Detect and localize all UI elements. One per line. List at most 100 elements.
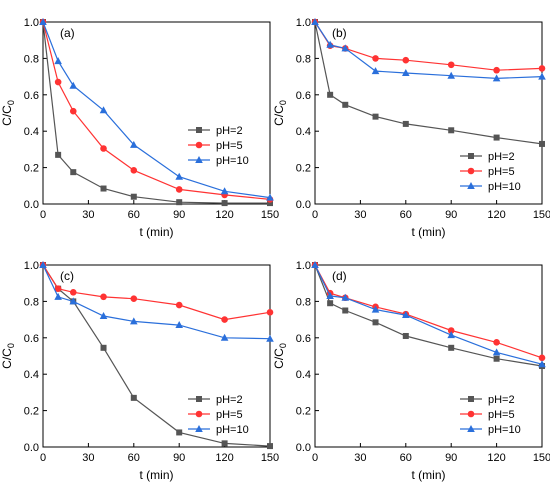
x-tick-label: 0 bbox=[40, 209, 46, 221]
series-pH=2 bbox=[312, 262, 545, 370]
panel-label: (b) bbox=[332, 26, 347, 40]
data-point bbox=[266, 334, 274, 342]
x-tick-label: 90 bbox=[445, 209, 457, 221]
data-point bbox=[221, 440, 228, 447]
data-point bbox=[130, 140, 138, 148]
x-tick-label: 120 bbox=[215, 452, 233, 464]
data-point bbox=[175, 186, 183, 193]
y-tick-label: 0.4 bbox=[296, 369, 311, 381]
y-tick-label: 1.0 bbox=[24, 260, 39, 272]
x-tick-label: 90 bbox=[173, 452, 185, 464]
legend-label: pH=2 bbox=[488, 394, 515, 406]
data-point bbox=[267, 443, 273, 450]
chart-panel-1: 0 30 60 90 120 150 0.0 0.2 0.4 0.6 0.8 1.0 t (min) C/… bbox=[0, 17, 279, 239]
y-axis-title-main: C/C bbox=[272, 105, 286, 126]
y-tick-label: 0.0 bbox=[296, 442, 311, 454]
y-tick-label: 1.0 bbox=[24, 17, 39, 29]
data-point bbox=[100, 344, 107, 351]
data-point bbox=[221, 200, 228, 207]
x-tick-label: 150 bbox=[261, 452, 279, 464]
series-pH=5 bbox=[311, 18, 546, 74]
data-point bbox=[55, 151, 62, 158]
y-tick-label: 0.0 bbox=[24, 199, 39, 211]
data-point bbox=[100, 145, 107, 152]
plot-frame bbox=[42, 21, 271, 205]
series-pH=2 bbox=[312, 19, 545, 147]
x-axis-title: t (min) bbox=[412, 225, 446, 239]
data-point bbox=[326, 40, 334, 48]
legend-entry: pH=5 bbox=[188, 409, 243, 421]
y-tick-label: 0.2 bbox=[24, 163, 39, 175]
data-point bbox=[447, 327, 455, 334]
y-axis-title: C/C0 bbox=[272, 100, 288, 126]
chart-panel-4: 0 30 60 90 120 150 0.0 0.2 0.4 0.6 0.8 1.0 t (min) C/… bbox=[272, 260, 550, 482]
data-point bbox=[493, 66, 500, 74]
legend-entry: pH=2 bbox=[460, 151, 515, 163]
data-point bbox=[99, 106, 108, 114]
legend-marker bbox=[195, 156, 203, 163]
data-point bbox=[402, 311, 410, 319]
legend-entry: pH=10 bbox=[188, 155, 249, 167]
legend-marker bbox=[467, 182, 475, 189]
legend-marker bbox=[468, 396, 474, 402]
x-tick-label: 0 bbox=[312, 209, 318, 221]
legend-label: pH=5 bbox=[216, 140, 243, 152]
data-point bbox=[39, 18, 47, 25]
data-point bbox=[69, 107, 77, 115]
x-tick-label: 60 bbox=[400, 452, 412, 464]
legend-label: pH=2 bbox=[488, 151, 515, 163]
x-tick-label: 60 bbox=[128, 209, 140, 221]
y-tick-label: 0.8 bbox=[24, 296, 39, 308]
y-tick-label: 1.0 bbox=[296, 17, 311, 29]
x-axis-title: t (min) bbox=[140, 225, 174, 239]
data-point bbox=[175, 301, 183, 309]
data-point bbox=[493, 355, 500, 362]
y-tick-label: 0.4 bbox=[24, 126, 39, 138]
x-tick-label: 150 bbox=[261, 209, 279, 221]
y-tick-label: 0.6 bbox=[296, 333, 311, 345]
data-point bbox=[448, 344, 455, 351]
series-line bbox=[314, 264, 543, 365]
plot-frame bbox=[314, 21, 543, 205]
data-point bbox=[326, 291, 334, 299]
data-point bbox=[539, 140, 545, 147]
data-point bbox=[100, 293, 107, 301]
data-point bbox=[54, 78, 62, 86]
x-tick-label: 120 bbox=[487, 452, 505, 464]
y-tick-label: 0.0 bbox=[296, 199, 311, 211]
legend-marker bbox=[196, 127, 202, 133]
x-axis-title: t (min) bbox=[412, 468, 446, 482]
data-point bbox=[99, 311, 108, 319]
y-tick-label: 0.2 bbox=[296, 406, 311, 418]
data-point bbox=[266, 309, 274, 316]
legend-label: pH=10 bbox=[488, 181, 521, 193]
legend-entry: pH=10 bbox=[188, 424, 249, 436]
data-point bbox=[493, 134, 500, 141]
data-point bbox=[448, 127, 455, 134]
data-point bbox=[538, 72, 546, 80]
y-tick-label: 0.2 bbox=[24, 406, 39, 418]
legend-marker bbox=[468, 153, 474, 159]
legend-entry: pH=2 bbox=[460, 394, 515, 406]
data-point bbox=[447, 331, 455, 339]
y-tick-label: 0.4 bbox=[296, 126, 311, 138]
data-point bbox=[175, 172, 183, 180]
data-point bbox=[492, 74, 501, 82]
data-point bbox=[130, 295, 138, 302]
y-tick-label: 0.8 bbox=[24, 53, 39, 65]
series-line bbox=[314, 264, 543, 367]
data-point bbox=[54, 285, 62, 292]
data-point bbox=[341, 44, 350, 52]
x-tick-label: 30 bbox=[354, 209, 366, 221]
data-point bbox=[447, 71, 455, 79]
data-point bbox=[372, 113, 379, 120]
x-tick-label: 90 bbox=[173, 209, 185, 221]
x-tick-label: 30 bbox=[82, 452, 94, 464]
data-point bbox=[371, 67, 380, 75]
y-axis-title-subscript: 0 bbox=[278, 100, 288, 105]
data-point bbox=[538, 360, 546, 368]
data-point bbox=[175, 321, 183, 329]
legend-marker bbox=[195, 141, 203, 149]
y-tick-label: 0.6 bbox=[24, 90, 39, 102]
legend-entry: pH=2 bbox=[188, 394, 243, 406]
